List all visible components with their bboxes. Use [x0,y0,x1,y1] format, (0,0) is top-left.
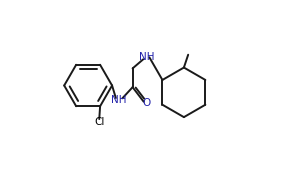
Text: NH: NH [139,52,154,62]
Text: NH: NH [111,95,127,105]
Text: Cl: Cl [94,117,105,127]
Text: O: O [143,98,151,108]
